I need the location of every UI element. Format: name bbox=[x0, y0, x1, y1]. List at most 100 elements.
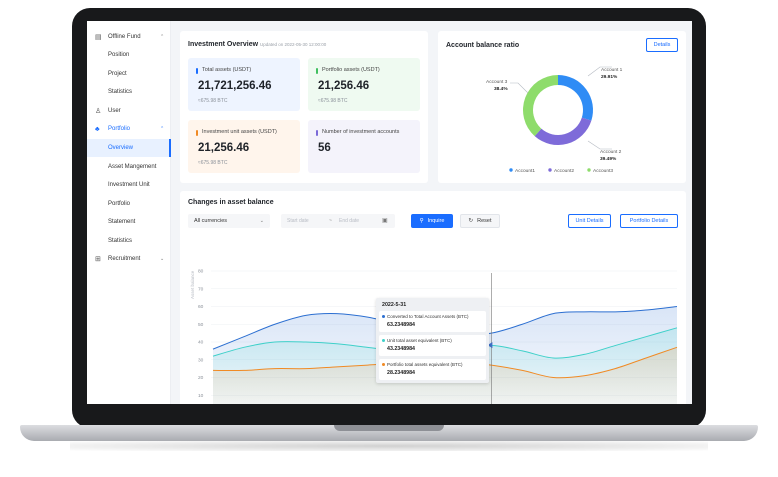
sidebar-item-project[interactable]: Project bbox=[87, 65, 171, 83]
changes-title: Changes in asset balance bbox=[188, 199, 274, 206]
tooltip-row-label: Unit total asset equivalent (BTC) bbox=[387, 338, 452, 343]
currency-select[interactable]: All currencies ⌄ bbox=[188, 214, 270, 228]
sidebar-item-label: Statistics bbox=[108, 89, 133, 95]
start-date-field[interactable]: Start date bbox=[287, 218, 309, 224]
laptop-base bbox=[20, 425, 758, 441]
overview-title: Investment Overview Updated on 2022-05-3… bbox=[188, 41, 326, 48]
stat-sub-value: ≈675.98 BTC bbox=[318, 98, 348, 104]
sidebar-item-position[interactable]: Position bbox=[87, 46, 171, 64]
app-screen: ▤ Offline Fund ⌃ Position Project Statis… bbox=[87, 21, 692, 404]
stat-value: 56 bbox=[318, 142, 331, 154]
sidebar-group-offline-fund[interactable]: ▤ Offline Fund ⌃ bbox=[87, 28, 171, 46]
stat-value: 21,721,256.46 bbox=[198, 80, 272, 92]
slice-pct-account2: 39.49% bbox=[600, 156, 617, 162]
sidebar-item-label: Portfolio bbox=[108, 201, 131, 207]
sidebar-item-overview[interactable]: Overview bbox=[87, 139, 171, 157]
sidebar-item-label: Overview bbox=[108, 145, 134, 151]
stat-value: 21,256.46 bbox=[198, 142, 250, 154]
stat-accent-bar bbox=[196, 68, 198, 74]
stat-value: 21,256.46 bbox=[318, 80, 370, 92]
tooltip-row: Converted to Total Account Assets (BTC) … bbox=[379, 311, 486, 332]
unit-details-button[interactable]: Unit Details bbox=[568, 214, 611, 228]
stat-accent-bar bbox=[316, 130, 318, 136]
y-tick-label: 80 bbox=[198, 269, 204, 275]
chevron-up-icon: ⌃ bbox=[160, 34, 165, 40]
stat-label: Total assets (USDT) bbox=[202, 67, 252, 73]
sidebar-item-label: Recruitment bbox=[108, 256, 141, 262]
slice-pct-account1: 29.91% bbox=[601, 74, 618, 80]
leader-line-account2 bbox=[587, 140, 612, 150]
sidebar-item-label: Investment Unit bbox=[108, 182, 150, 188]
tooltip-row-value: 28.2348984 bbox=[387, 370, 415, 376]
currency-select-value: All currencies bbox=[194, 218, 228, 224]
calendar-icon: ▣ bbox=[382, 218, 388, 224]
legend-label-account3: Account3 bbox=[593, 168, 613, 174]
sidebar-item-label: Statistics bbox=[108, 238, 133, 244]
sidebar-group-user[interactable]: ♙ User bbox=[87, 102, 171, 120]
document-icon: ▤ bbox=[95, 34, 102, 41]
stat-portfolio-assets: Portfolio assets (USDT) 21,256.46 ≈675.9… bbox=[308, 58, 420, 111]
sidebar-group-recruitment[interactable]: ⊞ Recruitment ⌄ bbox=[87, 250, 171, 268]
reset-icon: ↻ bbox=[468, 218, 474, 224]
legend-label-account1: Account1 bbox=[515, 168, 535, 174]
tooltip-row-label: Converted to Total Account Assets (BTC) bbox=[387, 314, 469, 319]
tooltip-dot bbox=[382, 363, 385, 366]
sidebar-item-label: User bbox=[108, 108, 121, 114]
portfolio-details-button[interactable]: Portfolio Details bbox=[620, 214, 678, 228]
tooltip-row-value: 63.2348984 bbox=[387, 322, 415, 328]
stat-label: Investment unit assets (USDT) bbox=[202, 129, 277, 135]
legend-dot-account1 bbox=[509, 168, 513, 172]
sidebar-group-portfolio[interactable]: ♣ Portfolio ⌃ bbox=[87, 120, 171, 138]
donut-chart: Account 1 29.91% Account 2 39.49% Accoun… bbox=[486, 66, 623, 174]
y-tick-label: 20 bbox=[198, 375, 204, 381]
grid-icon: ⊞ bbox=[95, 256, 101, 263]
y-tick-label: 60 bbox=[198, 304, 204, 310]
ratio-title: Account balance ratio bbox=[446, 42, 520, 49]
stat-total-assets: Total assets (USDT) 21,721,256.46 ≈675.9… bbox=[188, 58, 300, 111]
legend-dot-account2 bbox=[548, 168, 552, 172]
user-icon: ♙ bbox=[95, 108, 102, 115]
sidebar: ▤ Offline Fund ⌃ Position Project Statis… bbox=[87, 21, 171, 404]
y-tick-label: 10 bbox=[198, 393, 204, 399]
y-tick-label: 70 bbox=[198, 286, 204, 292]
end-date-field[interactable]: End date bbox=[339, 218, 360, 224]
tooltip-row-value: 43.2348984 bbox=[387, 346, 415, 352]
slice-label-account3: Account 3 bbox=[486, 79, 508, 85]
sidebar-item-investment-unit[interactable]: Investment Unit bbox=[87, 176, 171, 194]
stat-label: Number of investment accounts bbox=[322, 129, 400, 135]
donut-slice-account1[interactable] bbox=[558, 75, 593, 121]
chevron-up-icon: ⌃ bbox=[160, 126, 165, 132]
reset-button[interactable]: ↻ Reset bbox=[460, 214, 500, 228]
inquire-button[interactable]: ⚲ Inquire bbox=[411, 214, 453, 228]
slice-label-account2: Account 2 bbox=[600, 149, 622, 155]
sidebar-item-label: Offline Fund bbox=[108, 34, 141, 40]
legend-label-account2: Account2 bbox=[554, 168, 574, 174]
tooltip-row-label: Portfolio total assets equivalent (BTC) bbox=[387, 362, 463, 367]
sidebar-item-statement[interactable]: Statement bbox=[87, 213, 171, 231]
details-button[interactable]: Details bbox=[646, 38, 678, 52]
sidebar-item-statistics[interactable]: Statistics bbox=[87, 83, 171, 101]
investment-overview-card: Investment Overview Updated on 2022-05-3… bbox=[180, 31, 428, 183]
y-tick-label: 30 bbox=[198, 357, 204, 363]
reset-button-label: Reset bbox=[477, 218, 492, 224]
stat-accent-bar bbox=[316, 68, 318, 74]
donut-slice-account2[interactable] bbox=[534, 117, 592, 145]
y-axis-title: Asset balance bbox=[190, 270, 195, 299]
sidebar-item-asset-management[interactable]: Asset Mangement bbox=[87, 158, 171, 176]
sidebar-item-label: Project bbox=[108, 71, 127, 77]
stat-label: Portfolio assets (USDT) bbox=[322, 67, 380, 73]
tooltip-pointer-icon bbox=[487, 342, 493, 349]
date-range-picker[interactable]: Start date ~ End date ▣ bbox=[281, 214, 395, 228]
sidebar-item-statistics-2[interactable]: Statistics bbox=[87, 232, 171, 250]
sidebar-item-portfolio[interactable]: Portfolio bbox=[87, 195, 171, 213]
laptop-shadow bbox=[70, 441, 708, 451]
search-icon: ⚲ bbox=[419, 218, 424, 224]
tooltip-dot bbox=[382, 315, 385, 318]
stat-investment-accounts: Number of investment accounts 56 bbox=[308, 120, 420, 173]
tooltip-row: Unit total asset equivalent (BTC) 43.234… bbox=[379, 335, 486, 356]
donut-slice-account3[interactable] bbox=[523, 75, 558, 137]
legend-dot-account3 bbox=[587, 168, 591, 172]
stat-sub-value: ≈675.98 BTC bbox=[198, 98, 228, 104]
slice-pct-account3: 38.4% bbox=[494, 86, 508, 92]
tooltip-row: Portfolio total assets equivalent (BTC) … bbox=[379, 359, 486, 380]
